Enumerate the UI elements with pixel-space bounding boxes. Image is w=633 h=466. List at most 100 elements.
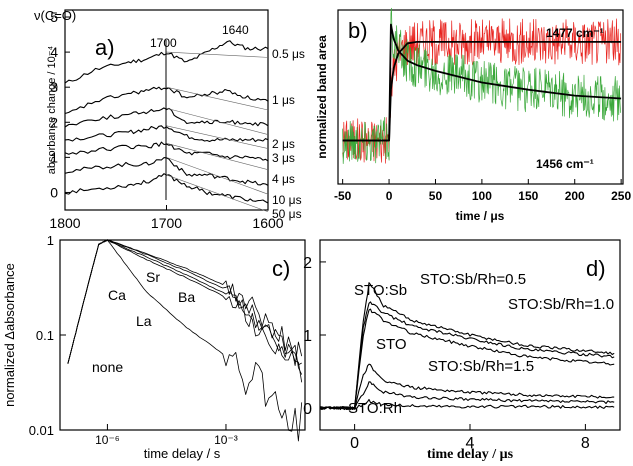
panel-d-xtick-label-0: 0 <box>350 435 359 452</box>
panel-c-series-label-0: Sr <box>146 269 160 285</box>
panel-a-ytick-label-2: 2 <box>50 114 58 130</box>
panel-b-xtick-label-6: 250 <box>611 189 631 203</box>
panel-b: b) normalized band area time / μs 1477 c… <box>315 7 631 223</box>
panel-d-line-0 <box>319 282 615 410</box>
panel-b-label: b) <box>348 18 368 43</box>
panel-a-baseline-3 <box>166 125 269 149</box>
panel-b-xtick-label-3: 100 <box>472 189 492 203</box>
panel-c-xlabel: time delay / s <box>144 446 221 461</box>
panel-b-legend-1456: 1456 cm⁻¹ <box>536 157 594 171</box>
panel-c-yticks: 0.01 0.1 1 <box>29 233 66 438</box>
panel-b-xtick-label-0: -50 <box>334 189 352 203</box>
panel-a-annotation-1640: 1640 <box>222 23 249 37</box>
panel-a-ylabel: absorbance change / 10⁻⁴ <box>46 45 58 174</box>
panel-a-line-3 <box>64 125 269 143</box>
panel-a-baseline-6 <box>166 174 269 213</box>
panel-d-label: d) <box>586 256 606 281</box>
panel-d-line-1 <box>319 301 615 411</box>
panel-d-series-label-4: STO:Sb/Rh=1.5 <box>428 358 534 375</box>
panel-a-xtick-label-2: 1600 <box>252 215 283 231</box>
panel-d-series <box>319 282 615 411</box>
panel-b-ylabel: normalized band area <box>315 35 329 159</box>
panel-c-xtick-label-0: 10⁻⁶ <box>95 433 120 447</box>
panel-d-xlabel: time delay / μs <box>427 447 514 462</box>
panel-a-line-5 <box>64 157 269 186</box>
panel-d-series-label-0: STO:Sb <box>354 282 407 299</box>
panel-a-line-6 <box>64 173 269 204</box>
panel-c-series-label-2: Ca <box>108 287 126 303</box>
panel-d-line-4 <box>319 381 615 411</box>
panel-d-xticks: 0 4 8 <box>350 424 590 452</box>
panel-c-xtick-label-1: 10⁻³ <box>214 433 238 447</box>
panel-a-line-0 <box>64 40 269 84</box>
panel-c-ytick-label-1: 0.1 <box>36 328 54 343</box>
panel-d-series-label-2: STO:Sb/Rh=1.0 <box>508 296 614 313</box>
panel-c-series-label-3: La <box>136 313 152 329</box>
panel-a-baseline-2 <box>166 107 269 135</box>
panel-d-line-5 <box>319 398 615 411</box>
panel-b-legend-1477: 1477 cm⁻¹ <box>546 26 604 40</box>
panel-c-ytick-label-2: 1 <box>47 233 54 248</box>
panel-c-series-labels: Sr Ba Ca La none <box>92 269 195 375</box>
panel-a-title: ν(C=O) <box>34 8 76 23</box>
panel-a-line-2 <box>64 107 269 128</box>
panel-b-xtick-label-2: 50 <box>429 189 443 203</box>
panel-d-ytick-label-0: 0 <box>303 401 312 418</box>
panel-a-line-4 <box>64 141 269 162</box>
panel-d-ytick-label-1: 1 <box>303 328 312 345</box>
panel-c-ylabel: normalized Δabsorbance <box>2 263 17 407</box>
panel-d-series-label-3: STO <box>376 336 407 353</box>
panel-a-ytick-label-0: 0 <box>50 184 58 200</box>
panel-a-baseline-5 <box>166 157 269 195</box>
panel-d: d) time delay / μs 0 1 2 0 4 8 STO:Sb STO:Sb/… <box>303 239 621 462</box>
panel-d-yticks: 0 1 2 <box>303 255 326 418</box>
panel-c: c) normalized Δabsorbance time delay / s… <box>2 233 306 461</box>
panel-a-ytick-label-4: 4 <box>50 44 58 60</box>
panel-d-line-3 <box>319 363 615 411</box>
panel-a: ν(C=O) a) 1700 1640 absorbance change / … <box>34 8 305 231</box>
panel-a-series-label-0: 0.5 μs <box>272 47 305 61</box>
panel-d-xtick-label-2: 8 <box>581 435 590 452</box>
panel-a-label: a) <box>95 35 115 60</box>
panel-a-series-label-1: 1 μs <box>272 93 295 107</box>
panel-d-line-2 <box>319 308 615 410</box>
panel-a-series-label-6: 50 μs <box>272 207 302 221</box>
panel-b-fit-1 <box>342 23 622 142</box>
panel-a-xticks: 1800 1700 1600 <box>49 205 284 231</box>
panel-c-series-label-1: Ba <box>178 289 195 305</box>
panel-c-xticks: 10⁻⁶ 10⁻³ <box>95 424 238 447</box>
panel-c-frame <box>59 239 306 431</box>
panel-b-frame <box>337 9 624 185</box>
panel-a-line-1 <box>64 86 269 115</box>
panel-b-xticks: -50 0 50 100 150 200 250 <box>334 179 631 203</box>
panel-a-annotation-1700: 1700 <box>150 36 177 50</box>
panel-a-series <box>64 40 269 213</box>
panel-c-series <box>67 239 303 442</box>
panel-b-xtick-label-5: 200 <box>565 189 585 203</box>
panel-a-xtick-label-1: 1700 <box>151 215 182 231</box>
panel-a-yticks: 0 1 2 3 4 5 <box>50 9 70 200</box>
panel-c-label: c) <box>272 256 290 281</box>
panel-b-xlabel: time / μs <box>456 209 505 223</box>
panel-a-baseline-0 <box>166 51 269 58</box>
panel-b-xtick-label-1: 0 <box>386 189 393 203</box>
panel-a-series-label-2: 2 μs <box>272 137 295 151</box>
panel-a-series-label-4: 4 μs <box>272 172 295 186</box>
panel-c-series-label-4: none <box>92 359 123 375</box>
panel-a-series-label-3: 3 μs <box>272 151 295 165</box>
panel-c-line-1 <box>67 239 303 375</box>
panel-b-xtick-label-4: 150 <box>518 189 538 203</box>
panel-d-series-label-5: STO:Rh <box>348 400 402 417</box>
panel-c-ytick-label-0: 0.01 <box>29 423 54 438</box>
panel-d-ytick-label-2: 2 <box>303 255 312 272</box>
panel-d-xtick-label-1: 4 <box>466 435 475 452</box>
panel-a-baseline-4 <box>166 143 269 170</box>
panel-d-series-label-1: STO:Sb/Rh=0.5 <box>420 271 526 288</box>
panel-a-series-label-5: 10 μs <box>272 193 302 207</box>
panel-a-ytick-label-3: 3 <box>50 79 58 95</box>
panel-b-series <box>342 7 622 164</box>
panel-a-ytick-label-5: 5 <box>50 9 58 25</box>
panel-b-noisy-1 <box>342 7 621 164</box>
